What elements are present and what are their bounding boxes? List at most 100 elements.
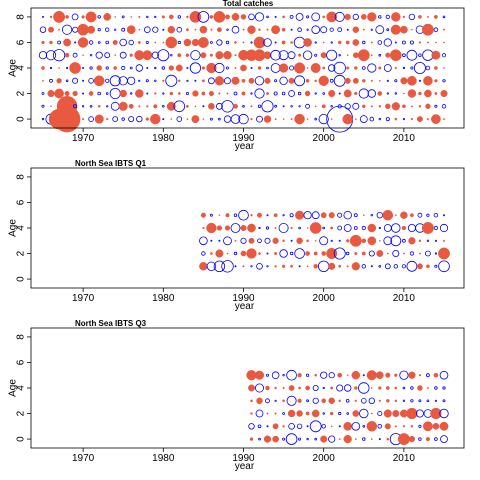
bubble-negative-1965-age-2 — [41, 92, 45, 95]
bubble-positive-1966-age-7 — [48, 26, 54, 33]
bubble-negative-1967-age-6 — [57, 40, 61, 45]
bubble-positive-2015-age-4 — [443, 67, 445, 69]
bubble-negative-2007-age-1 — [378, 264, 382, 268]
bubble-negative-1989-age-5 — [233, 213, 238, 217]
bubble-positive-2008-age-4 — [385, 386, 390, 390]
bubble-positive-1996-age-2 — [287, 409, 296, 418]
bubble-positive-1988-age-5 — [225, 213, 230, 218]
bubble-positive-2005-age-5 — [357, 49, 370, 62]
bubble-negative-2011-age-2 — [409, 251, 414, 256]
bubble-positive-2011-age-0 — [408, 435, 416, 443]
bubble-positive-2012-age-6 — [418, 41, 422, 44]
bubble-positive-1991-age-2 — [250, 412, 253, 415]
bubble-negative-1989-age-2 — [233, 251, 238, 256]
bubble-positive-1977-age-6 — [137, 41, 141, 44]
bubble-positive-1966-age-1 — [50, 105, 52, 108]
bubble-positive-2003-age-5 — [346, 54, 349, 57]
bubble-negative-1992-age-4 — [254, 383, 264, 393]
bubble-positive-1999-age-3 — [314, 239, 317, 242]
bubble-negative-1973-age-5 — [104, 52, 111, 59]
bubble-positive-1970-age-5 — [82, 54, 84, 57]
bubble-points — [199, 209, 450, 273]
bubble-positive-2003-age-0 — [342, 113, 353, 125]
bubble-positive-2014-age-0 — [431, 114, 441, 124]
bubble-negative-2015-age-8 — [442, 15, 446, 19]
bubble-negative-2000-age-3 — [319, 236, 329, 246]
bubble-positive-1977-age-2 — [135, 89, 144, 98]
bubble-negative-1995-age-2 — [282, 412, 286, 415]
bubble-positive-1991-age-0 — [249, 437, 254, 441]
bubble-negative-1997-age-4 — [298, 226, 301, 230]
bubble-negative-1990-age-3 — [240, 237, 247, 244]
bubble-negative-1971-age-3 — [88, 78, 94, 84]
bubble-positive-2002-age-6 — [337, 40, 342, 45]
bubble-negative-1986-age-3 — [207, 77, 215, 85]
bubble-positive-1965-age-4 — [41, 66, 45, 70]
bubble-negative-1988-age-3 — [223, 77, 231, 85]
bubble-positive-1986-age-2 — [208, 90, 214, 97]
bubble-negative-2014-age-4 — [434, 386, 438, 390]
bubble-negative-2012-age-4 — [413, 62, 426, 75]
bubble-positive-1996-age-4 — [290, 226, 293, 230]
bubble-positive-2009-age-5 — [394, 373, 398, 377]
bubble-positive-1988-age-8 — [225, 14, 230, 20]
bubble-negative-2002-age-4 — [337, 225, 343, 231]
chart-panel-3: North Sea IBTS Q3 1970 1980 1990 2000 2010 0 2 4… — [8, 319, 465, 472]
bubble-negative-2010-age-5 — [402, 53, 406, 57]
bubble-positive-1990-age-4 — [240, 64, 247, 72]
bubble-negative-1989-age-2 — [233, 91, 238, 96]
bubble-positive-2007-age-4 — [378, 386, 382, 390]
bubble-negative-2001-age-4 — [328, 64, 336, 72]
bubble-negative-2007-age-7 — [375, 25, 385, 35]
bubble-positive-2002-age-1 — [338, 264, 342, 268]
bubble-positive-1998-age-6 — [303, 38, 312, 47]
bubble-positive-1994-age-7 — [271, 25, 281, 35]
bubble-negative-1992-age-3 — [257, 238, 262, 244]
bubble-positive-2013-age-8 — [426, 15, 429, 18]
bubble-negative-1984-age-3 — [194, 79, 197, 82]
bubble-positive-1994-age-2 — [274, 251, 278, 256]
bubble-positive-1965-age-6 — [41, 40, 45, 45]
bubble-negative-2000-age-2 — [322, 92, 326, 95]
bubble-positive-1995-age-4 — [282, 386, 285, 390]
bubble-positive-1989-age-8 — [231, 13, 240, 21]
bubble-positive-2010-age-2 — [402, 252, 405, 255]
bubble-positive-2009-age-4 — [394, 386, 398, 390]
bubble-positive-1998-age-3 — [306, 239, 309, 243]
bubble-negative-2002-age-4 — [333, 61, 346, 75]
bubble-positive-2010-age-8 — [402, 15, 406, 19]
bubble-positive-1992-age-5 — [253, 49, 266, 62]
bubble-negative-2013-age-4 — [425, 65, 431, 71]
bubble-negative-2010-age-6 — [401, 40, 406, 45]
bubble-negative-2003-age-2 — [346, 412, 350, 415]
bubble-positive-2004-age-3 — [354, 399, 357, 402]
bubble-positive-2010-age-1 — [402, 425, 406, 428]
bubble-positive-2001-age-1 — [328, 262, 336, 270]
bubble-positive-2011-age-3 — [408, 237, 416, 245]
bubble-positive-2004-age-0 — [354, 438, 357, 441]
bubble-positive-1984-age-1 — [194, 105, 197, 108]
bubble-positive-1982-age-5 — [177, 53, 182, 58]
bubble-positive-1997-age-5 — [298, 53, 302, 57]
bubble-negative-1996-age-5 — [286, 369, 297, 381]
bubble-negative-1973-age-1 — [106, 105, 109, 108]
bubble-positive-1985-age-2 — [201, 91, 206, 96]
bubble-negative-2012-age-3 — [418, 399, 422, 403]
bubble-negative-2000-age-7 — [320, 26, 328, 34]
bubble-positive-1996-age-0 — [290, 118, 293, 121]
bubble-negative-1995-age-2 — [279, 249, 288, 258]
bubble-positive-1993-age-0 — [263, 435, 272, 443]
bubble-negative-1978-age-7 — [144, 26, 151, 34]
bubble-positive-2013-age-2 — [424, 89, 432, 98]
bubble-positive-2008-age-1 — [384, 423, 391, 430]
bubble-negative-2005-age-0 — [359, 115, 368, 123]
bubble-positive-1969-age-4 — [69, 62, 81, 74]
bubble-negative-2000-age-0 — [318, 114, 329, 125]
bubble-positive-1985-age-1 — [199, 262, 208, 271]
bubble-negative-2014-age-2 — [434, 252, 437, 255]
bubble-negative-1999-age-0 — [314, 117, 318, 121]
bubble-negative-2002-age-2 — [338, 411, 342, 416]
bubble-positive-1999-age-1 — [313, 264, 318, 269]
bubble-negative-2001-age-5 — [326, 49, 338, 61]
bubble-positive-1997-age-3 — [296, 237, 303, 245]
